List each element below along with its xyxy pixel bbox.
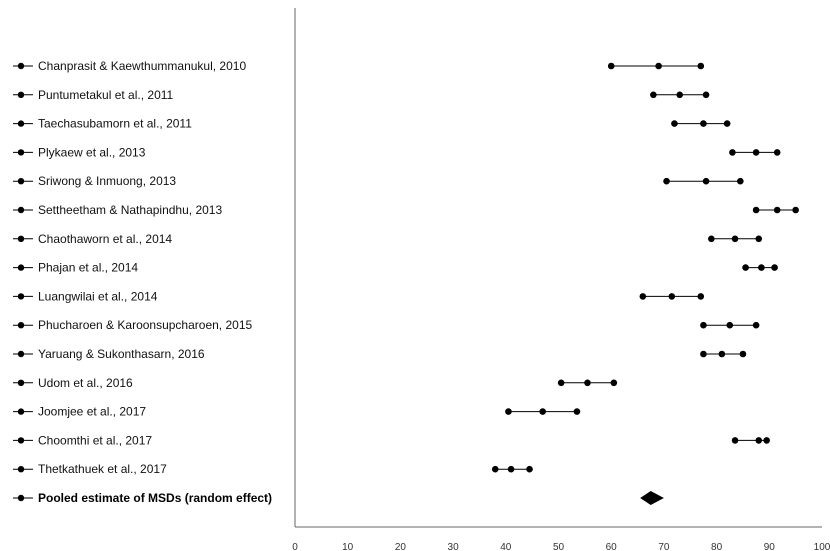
ci-upper-point [773,149,781,156]
x-tick-label: 30 [448,542,460,551]
estimate-point [676,91,684,99]
ci-upper-point [697,62,705,70]
x-axis: 0 10 20 30 40 50 60 70 80 90 100 [292,8,830,551]
ci-upper-point [792,206,799,214]
estimate-point [668,293,676,300]
estimate-point [507,465,515,473]
estimate-point [700,120,707,127]
study-label: Thetkathuek et al., 2017 [38,462,167,476]
study-label: Yaruang & Sukonthasarn, 2016 [38,347,205,361]
estimate-point [755,437,763,444]
study-label: Udom et al., 2016 [38,376,133,390]
study-label: Choomthi et al., 2017 [38,433,152,447]
ci-upper-point [737,177,744,185]
study-legend-dot [17,235,25,242]
estimate-point [655,62,662,70]
study-legend-dot [17,293,25,300]
study-legend-dot [17,120,25,127]
ci-lower-point [607,62,615,70]
study-legend-dot [17,408,25,415]
x-tick-label: 0 [292,542,298,551]
study-legend-dot [17,437,25,444]
estimate-point [773,206,781,214]
ci-upper-point [763,437,770,444]
study-legend-dot [17,264,25,271]
ci-lower-point [708,235,715,243]
study-marks [491,62,799,473]
pooled-legend-dot [17,494,25,502]
study-label: Sriwong & Inmuong, 2013 [38,174,176,188]
study-labels: Chanprasit & Kaewthummanukul, 2010 Puntum… [13,59,252,476]
study-label: Plykaew et al., 2013 [38,145,146,159]
x-tick-label: 40 [500,542,512,551]
x-tick-label: 50 [553,542,565,551]
study-label: Taechasubamorn et al., 2011 [38,117,192,131]
pooled-diamond [640,491,664,505]
ci-lower-point [505,408,512,415]
ci-upper-point [702,91,710,99]
x-tick-label: 100 [814,542,830,551]
ci-upper-point [526,465,533,473]
study-label: Joomjee et al., 2017 [38,405,146,419]
study-legend-dot [17,379,25,386]
study-label: Puntumetakul et al., 2011 [38,88,174,102]
x-tick-label: 60 [606,542,618,551]
ci-lower-point [700,350,707,358]
x-tick-label: 90 [764,542,776,551]
ci-upper-point [723,120,731,127]
study-legend-dot [17,91,25,99]
estimate-point [731,235,739,243]
study-label: Phajan et al., 2014 [38,261,138,275]
ci-lower-point [742,264,749,271]
study-legend-dot [17,62,25,70]
x-tick-label: 10 [342,542,354,551]
pooled-estimate: Pooled estimate of MSDs (random effect) [13,491,664,505]
ci-upper-point [573,408,581,415]
estimate-point [726,321,734,329]
estimate-point [539,408,546,415]
study-legend-dot [17,350,25,358]
estimate-point [702,177,710,185]
ci-upper-point [755,235,763,243]
estimate-point [718,350,726,358]
ci-upper-point [771,264,778,271]
x-tick-label: 70 [658,542,670,551]
study-legend-dot [17,149,25,156]
ci-lower-point [731,437,739,444]
study-legend-dot [17,322,25,329]
study-legend-dot [17,466,25,473]
study-label: Settheetham & Nathapindhu, 2013 [38,203,222,217]
ci-lower-point [671,120,678,127]
ci-upper-point [739,350,747,358]
ci-upper-point [752,321,760,329]
ci-upper-point [610,379,618,387]
study-label: Chanprasit & Kaewthummanukul, 2010 [38,59,246,73]
ci-lower-point [650,91,657,99]
ci-lower-point [729,149,736,156]
ci-lower-point [663,177,670,185]
ci-lower-point [639,293,647,300]
estimate-point [752,149,760,156]
ci-lower-point [752,206,760,214]
study-label: Phucharoen & Karoonsupcharoen, 2015 [38,318,252,332]
estimate-point [584,379,591,387]
ci-upper-point [697,293,705,300]
ci-lower-point [557,379,565,387]
study-label: Chaothaworn et al., 2014 [38,232,172,246]
estimate-point [758,264,765,271]
ci-lower-point [491,465,499,473]
x-tick-label: 20 [395,542,407,551]
pooled-label: Pooled estimate of MSDs (random effect) [38,491,272,505]
study-legend-dot [17,206,25,214]
x-tick-label: 80 [711,542,723,551]
study-label: Luangwilai et al., 2014 [38,289,158,303]
study-legend-dot [17,178,25,185]
ci-lower-point [700,321,707,329]
